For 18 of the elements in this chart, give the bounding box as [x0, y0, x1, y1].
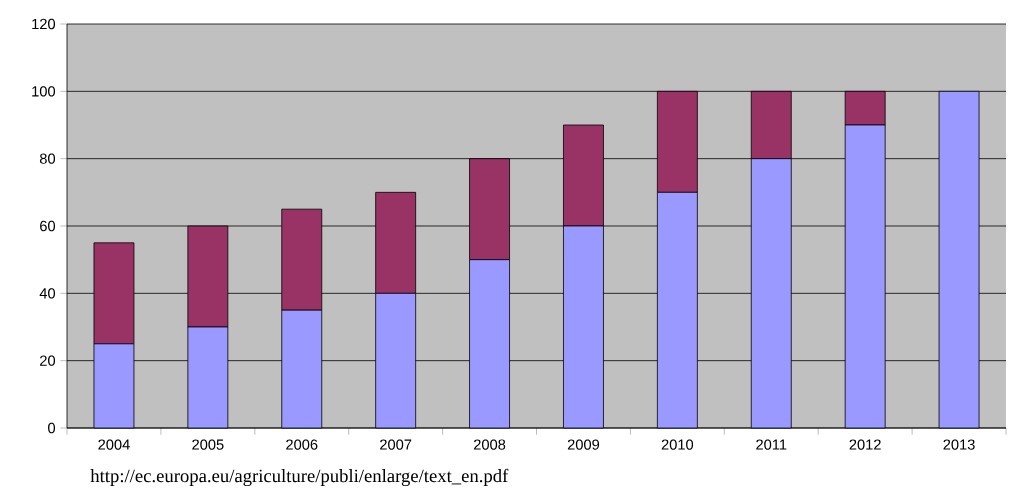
x-tick-label: 2008 [473, 439, 506, 450]
x-tick-label: 2005 [192, 439, 224, 450]
y-tick-label: 100 [32, 86, 56, 97]
x-tick-label: 2004 [98, 439, 130, 450]
x-tick-label: 2011 [756, 439, 787, 450]
x-tick-label: 2013 [943, 439, 975, 450]
x-tick-label: 2012 [849, 439, 881, 450]
y-tick-label: 80 [39, 153, 56, 164]
text: http://ec.europa.eu/agriculture/publi/enlarge/text_en.pdf [90, 468, 509, 487]
x-tick-label: 2009 [567, 439, 600, 450]
x-tick-label: 2007 [380, 439, 412, 450]
y-tick-label: 0 [48, 422, 56, 434]
y-tick-label: 120 [32, 18, 56, 30]
y-tick-label: 60 [40, 220, 56, 232]
x-tick-label: 2006 [286, 439, 318, 450]
x-tick-label: 2010 [661, 439, 694, 450]
y-tick-label: 40 [39, 288, 56, 299]
y-tick-label: 20 [40, 355, 56, 366]
